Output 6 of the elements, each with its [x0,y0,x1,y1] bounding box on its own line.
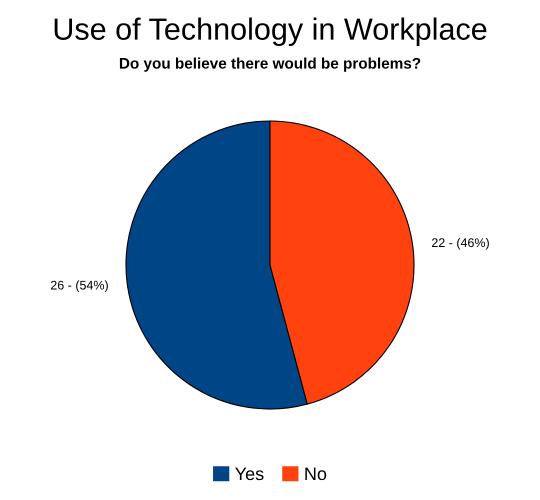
legend-label: No [305,468,326,480]
data-label: 26 - (54%) [50,280,108,292]
data-label: 22 - (46%) [432,238,489,250]
legend-label: Yes [235,468,264,480]
chart-title: Use of Technology in Workplace [54,18,486,46]
chart-subtitle: Do you believe there would be problems? [120,58,420,72]
